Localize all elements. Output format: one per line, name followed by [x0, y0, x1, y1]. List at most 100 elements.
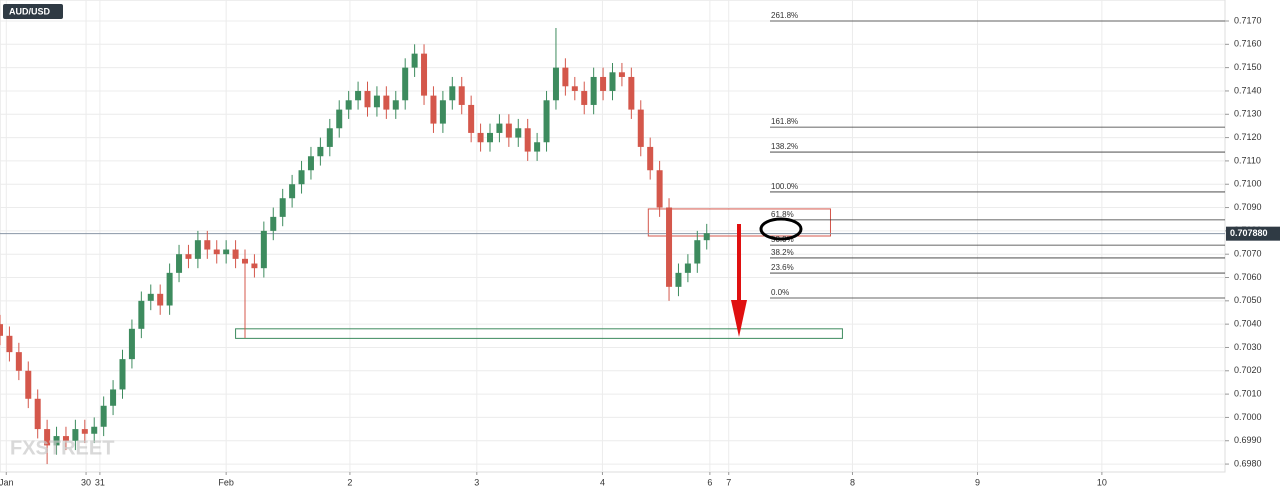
candle-body: [496, 123, 503, 133]
candle-body: [543, 100, 550, 143]
candle-body: [421, 53, 428, 96]
y-tick-label: 0.7090: [1234, 202, 1262, 212]
y-tick-label: 0.7160: [1234, 39, 1262, 49]
candle-body: [487, 132, 493, 143]
candle-body: [147, 293, 154, 301]
candle-body: [213, 249, 220, 255]
y-tick-label: 0.6990: [1234, 435, 1262, 445]
candle-body: [345, 100, 352, 110]
candle-body: [289, 184, 296, 199]
candle-body: [383, 95, 390, 110]
candle-body: [317, 146, 324, 157]
candle-body: [157, 293, 164, 306]
candle-body: [62, 436, 69, 441]
candle-body: [392, 100, 399, 110]
candle-body: [34, 398, 41, 430]
candle-body: [204, 240, 211, 250]
symbol-box: [3, 4, 63, 19]
axes: 0.6980 0.6990 0.7000 0.7010 0.7020 0.7030 0.70…: [0, 15, 1280, 487]
x-tick-label: 7: [726, 477, 731, 487]
candle-body: [402, 67, 409, 101]
candle-body: [618, 72, 625, 77]
candle-body: [91, 426, 98, 434]
candle-body: [647, 146, 654, 171]
candle-body: [44, 429, 51, 446]
last-price-label: 0.707880: [1230, 228, 1268, 238]
y-tick-label: 0.7070: [1234, 249, 1262, 259]
y-tick-label: 0.7000: [1234, 412, 1262, 422]
x-tick-label: 9: [975, 477, 980, 487]
annotations: [731, 217, 803, 337]
candle-body: [534, 142, 541, 152]
candle-body: [279, 198, 286, 217]
candle-body: [590, 76, 597, 105]
y-tick-label: 0.7120: [1234, 132, 1262, 142]
candles: [0, 27, 710, 465]
y-tick-label: 0.7140: [1234, 85, 1262, 95]
candle-body: [684, 263, 691, 273]
x-tick-label: 3: [474, 477, 479, 487]
y-tick-label: 0.7030: [1234, 342, 1262, 352]
candle-body: [656, 170, 663, 208]
candle-body: [100, 405, 107, 427]
candle-body: [223, 249, 230, 255]
candle-body: [524, 128, 531, 152]
candle-body: [703, 233, 710, 241]
x-tick-label: 8: [850, 477, 855, 487]
candle-body: [449, 86, 456, 101]
y-tick-label: 0.7050: [1234, 295, 1262, 305]
candle-body: [307, 156, 314, 171]
y-tick-label: 0.7110: [1234, 155, 1261, 165]
fib-label: 100.0%: [771, 182, 798, 191]
candle-body: [25, 370, 32, 399]
fib-label: 38.2%: [771, 248, 794, 257]
fib-label: 0.0%: [771, 288, 789, 297]
candle-body: [355, 90, 362, 101]
x-tick-label: 6: [707, 477, 712, 487]
candle-body: [6, 335, 13, 353]
candle-body: [185, 254, 192, 259]
candle-body: [53, 436, 60, 446]
y-tick-label: 0.7100: [1234, 179, 1262, 189]
candle-body: [628, 76, 635, 110]
candle-body: [260, 230, 267, 269]
candle-body: [609, 72, 616, 91]
candle-body: [637, 109, 644, 147]
candle-body: [15, 352, 22, 371]
y-tick-label: 0.7060: [1234, 272, 1262, 282]
candle-body: [138, 300, 145, 329]
candle-body: [166, 272, 173, 306]
candle-body: [119, 359, 126, 390]
candle-body: [176, 254, 183, 273]
x-tick-label: 30: [81, 477, 91, 487]
candle-body: [562, 67, 569, 87]
candle-body: [694, 240, 701, 264]
y-tick-label: 0.7150: [1234, 62, 1262, 72]
candle-body: [468, 104, 475, 133]
x-tick-label: 10: [1097, 477, 1107, 487]
zone: [235, 328, 843, 339]
candle-body: [581, 90, 588, 105]
last-price-box: [1226, 226, 1280, 241]
candle-body: [675, 272, 682, 287]
x-tick-label: Jan: [0, 477, 14, 487]
candle-body: [0, 324, 3, 336]
fib-label: 61.8%: [771, 210, 794, 219]
y-tick-label: 0.6980: [1234, 458, 1262, 468]
candle-body: [515, 128, 522, 138]
watermark: FXSTREET: [10, 437, 114, 459]
y-tick-label: 0.7010: [1234, 388, 1262, 398]
x-tick-label: 31: [95, 477, 105, 487]
fib-label: 138.2%: [771, 142, 798, 151]
symbol: AUD/USD: [9, 6, 51, 16]
candle-body: [505, 123, 512, 138]
x-tick-label: Feb: [218, 477, 234, 487]
candle-body: [439, 100, 446, 124]
candle-body: [270, 216, 277, 231]
candle-body: [194, 240, 201, 259]
candle-body: [364, 90, 371, 108]
candle-body: [373, 95, 380, 108]
y-tick-label: 0.7040: [1234, 319, 1262, 329]
